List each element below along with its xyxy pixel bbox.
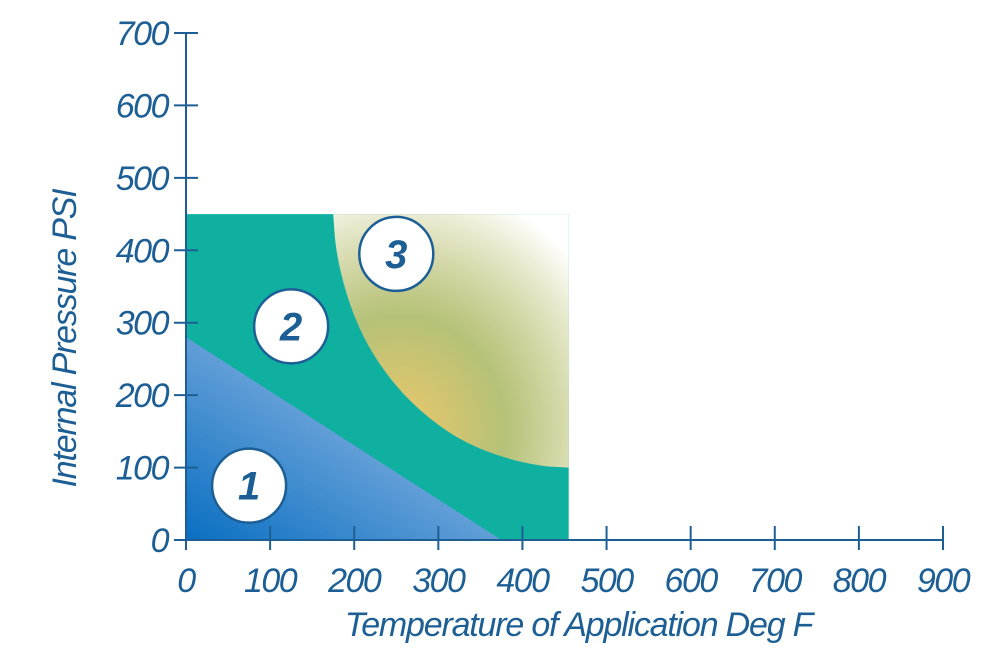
zone-3-badge: 3 <box>358 215 435 293</box>
zone-badge-number: 1 <box>238 465 260 509</box>
zone-1-badge: 1 <box>210 447 288 524</box>
x-tick-label: 700 <box>749 562 803 600</box>
y-tick-label: 100 <box>116 450 170 488</box>
zone-badge-circle <box>358 215 435 293</box>
y-tick-label: 600 <box>116 87 170 125</box>
x-tick-label: 400 <box>496 562 550 600</box>
y-tick-label: 500 <box>116 160 170 198</box>
zone-badge-number: 3 <box>385 233 407 277</box>
y-tick-label: 300 <box>116 305 170 343</box>
x-tick-labels: 0 100 200 300 400 500 600 700 800 900 <box>177 562 972 600</box>
x-tick-label: 300 <box>412 562 466 600</box>
y-axis-title: Internal Pressure PSI <box>46 188 84 488</box>
zone-badge-circle <box>252 288 330 365</box>
x-axis-title: Temperature of Application Deg F <box>345 606 816 644</box>
y-tick-label: 400 <box>116 232 170 270</box>
zone-badge-number: 2 <box>279 305 302 349</box>
x-tick-label: 100 <box>244 562 298 600</box>
zone-2-badge: 2 <box>252 288 330 365</box>
y-tick-label: 200 <box>115 377 170 415</box>
zone-badges: 1 2 3 <box>210 215 435 524</box>
y-tick-label: 700 <box>116 15 170 53</box>
y-tick-labels: 0 100 200 300 400 500 600 700 <box>115 15 171 560</box>
zone-badge-circle <box>210 447 288 524</box>
x-tick-label: 200 <box>327 562 382 600</box>
y-tick-label: 0 <box>151 522 170 560</box>
x-tick-label: 900 <box>917 562 971 600</box>
x-tick-label: 500 <box>580 562 634 600</box>
x-tick-label: 600 <box>665 562 719 600</box>
axes-layer <box>174 32 944 550</box>
x-tick-label: 0 <box>177 562 196 600</box>
x-tick-label: 800 <box>833 562 887 600</box>
